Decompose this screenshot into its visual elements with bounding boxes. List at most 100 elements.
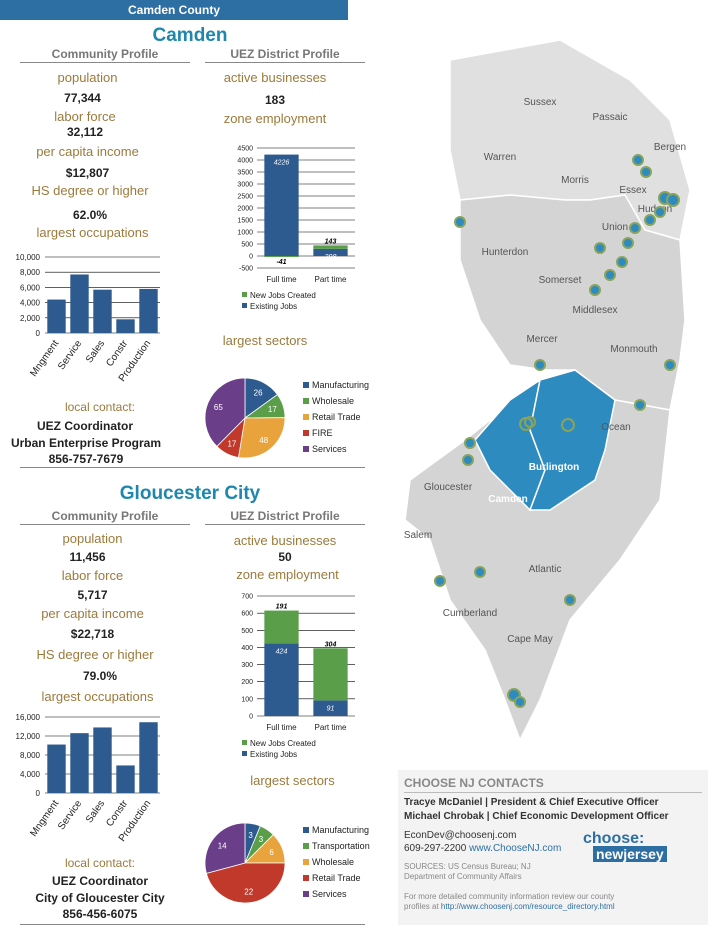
- pie-data-label: 14: [218, 841, 227, 850]
- gloucester-employment-chart: 0 100 200 300 400 500 600 700 424 191 Full time 91 3…: [241, 594, 355, 759]
- x-tick-label: Full time: [266, 723, 297, 732]
- bar-new: [313, 648, 348, 701]
- city-title-camden: Camden: [152, 25, 228, 46]
- hs-label: HS degree or higher: [36, 647, 154, 662]
- legend-label: Manufacturing: [312, 825, 369, 835]
- bar: [116, 319, 135, 333]
- population-label: population: [57, 70, 118, 85]
- sources: SOURCES: US Census Bureau; NJ: [404, 862, 531, 871]
- legend-label: Existing Jobs: [250, 302, 297, 311]
- legend-label: Retail Trade: [312, 873, 361, 883]
- x-tick-label: Service: [56, 798, 84, 832]
- labor-force-value: 32,112: [66, 125, 104, 139]
- map-label-camden: Camden: [488, 494, 527, 505]
- y-tick-label: 4000: [237, 158, 253, 165]
- sources-2: Department of Community Affairs: [404, 872, 522, 881]
- map-label-sussex: Sussex: [524, 97, 557, 108]
- bar-existing: [264, 154, 299, 256]
- pie-slice: [205, 862, 286, 904]
- map-label-somerset: Somerset: [539, 275, 582, 286]
- map-label-union: Union: [602, 222, 628, 233]
- contact-phone: 856-456-6075: [62, 907, 138, 921]
- legend-swatch: [303, 827, 309, 833]
- bar: [139, 288, 158, 333]
- bar: [47, 299, 66, 333]
- email: EconDev@choosenj.com: [404, 830, 517, 841]
- businesses-label: active businesses: [223, 70, 327, 85]
- map-label-cumberland: Cumberland: [443, 608, 497, 619]
- data-label-new: -41: [276, 259, 286, 266]
- map-label-essex: Essex: [619, 185, 646, 196]
- y-tick-label: 3500: [237, 170, 253, 177]
- contact-label: local contact:: [64, 856, 136, 870]
- pie-data-label: 65: [214, 403, 223, 412]
- bar-new: [313, 245, 348, 249]
- contact-org: City of Gloucester City: [35, 891, 165, 905]
- data-label-new: 191: [276, 604, 288, 611]
- legend-label: Retail Trade: [312, 412, 361, 422]
- x-tick-label: Service: [56, 338, 84, 372]
- legend-label: Wholesale: [312, 396, 354, 406]
- y-tick-label: 0: [249, 714, 253, 721]
- population-value: 11,456: [69, 550, 106, 564]
- bar-new: [264, 610, 299, 644]
- community-profile-header: Community Profile: [51, 47, 159, 61]
- map-label-morris: Morris: [561, 175, 589, 186]
- x-tick-label: Sales: [84, 798, 107, 825]
- bar: [116, 765, 135, 793]
- map-label-bergen: Bergen: [654, 142, 686, 153]
- sectors-label: largest sectors: [222, 333, 308, 348]
- city-title-gloucester: Gloucester City: [119, 483, 261, 504]
- contact-title: UEZ Coordinator: [37, 419, 133, 433]
- map-label-middlesex: Middlesex: [572, 305, 617, 316]
- y-tick-label: 4,000: [20, 299, 41, 308]
- legend-swatch: [242, 292, 247, 297]
- pie-data-label: 3: [248, 831, 253, 840]
- contact-org: Urban Enterprise Program: [10, 436, 162, 450]
- y-tick-label: 0: [36, 789, 41, 798]
- data-label-new: 304: [325, 641, 337, 648]
- y-tick-label: -500: [239, 266, 253, 273]
- legend-swatch: [303, 430, 309, 436]
- income-value: $22,718: [70, 627, 115, 641]
- choose-nj-contacts: CHOOSE NJ CONTACTS Tracye McDaniel | Pre…: [398, 770, 708, 925]
- y-tick-label: 500: [241, 242, 253, 249]
- y-tick-label: 0: [249, 254, 253, 261]
- income-label: per capita income: [41, 606, 144, 621]
- data-label-existing: 298: [324, 254, 337, 261]
- legend-swatch: [242, 303, 247, 308]
- pie-data-label: 3: [259, 835, 264, 844]
- camden-employment-chart: -500 0 500 1000 1500 2000 2500 3000 3500 4000 4500…: [237, 146, 355, 311]
- bar-new: [264, 256, 299, 257]
- labor-force-label: labor force: [61, 568, 124, 583]
- legend-label: New Jobs Created: [250, 291, 316, 300]
- data-label-existing: 424: [276, 648, 288, 655]
- county-bar: Camden County: [0, 0, 348, 20]
- legend-swatch: [303, 446, 309, 452]
- hs-value: 79.0%: [82, 669, 118, 683]
- y-tick-label: 600: [241, 611, 253, 618]
- legend-swatch: [242, 751, 247, 756]
- income-label: per capita income: [36, 144, 139, 159]
- pie-data-label: 17: [268, 405, 277, 414]
- legend-swatch: [303, 843, 309, 849]
- x-tick-label: Part time: [314, 275, 347, 284]
- x-tick-label: Part time: [314, 723, 347, 732]
- resource-link[interactable]: http://www.choosenj.com/resource_directo…: [440, 902, 615, 911]
- map-label-burlington: Burlington: [529, 462, 580, 473]
- website-link[interactable]: www.ChooseNJ.com: [469, 843, 562, 854]
- camden-occupations-chart: 0 2,000 4,000 6,000 8,000 10,000 MngmentServic…: [16, 253, 160, 384]
- map-label-salem: Salem: [404, 530, 432, 541]
- bar-existing: [264, 643, 299, 716]
- gloucester-sectors-chart: 3 362214ManufacturingTransportationWholes…: [204, 822, 370, 904]
- legend-label: New Jobs Created: [250, 739, 316, 748]
- y-tick-label: 3000: [237, 182, 253, 189]
- contact-2: Michael Chrobak | Chief Economic Develop…: [404, 811, 669, 822]
- bar: [93, 727, 112, 793]
- income-value: $12,807: [65, 166, 110, 180]
- map-label-passaic: Passaic: [592, 112, 627, 123]
- pie-slice: [204, 822, 246, 874]
- legend-label: Manufacturing: [312, 380, 369, 390]
- map-label-mercer: Mercer: [526, 334, 558, 345]
- y-tick-label: 8,000: [20, 751, 41, 760]
